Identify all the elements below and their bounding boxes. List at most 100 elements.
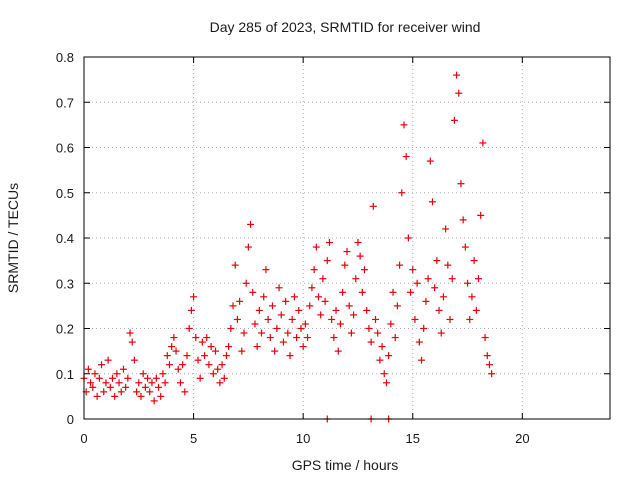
y-tick-label: 0.8 [56, 50, 74, 65]
data-point [198, 338, 206, 346]
data-point [374, 329, 382, 337]
data-point [148, 379, 156, 387]
axis-ticks: 0 0.1 0.2 0.3 0.4 0.5 0.6 0.7 0.8 0 5 10 15 20 [56, 50, 610, 446]
data-point [442, 225, 450, 233]
data-point [113, 370, 121, 378]
data-point [275, 284, 283, 292]
data-point [378, 343, 386, 351]
data-point [231, 261, 239, 269]
data-point [426, 157, 434, 165]
data-point [187, 306, 195, 314]
data-point [128, 338, 136, 346]
data-point [185, 325, 193, 332]
data-point [356, 252, 364, 260]
data-point [485, 361, 493, 369]
data-point [190, 293, 198, 301]
data-point [181, 388, 189, 396]
data-point [369, 202, 377, 210]
data-point [325, 239, 333, 247]
data-point [240, 329, 248, 337]
data-point [238, 347, 246, 355]
data-point [488, 370, 496, 378]
data-point [159, 370, 167, 378]
data-point [308, 284, 316, 292]
data-point [170, 334, 178, 342]
data-point [411, 315, 419, 323]
data-point [161, 379, 169, 387]
data-point [304, 334, 312, 342]
data-point [225, 343, 233, 351]
data-point [172, 347, 180, 355]
data-point [282, 297, 290, 305]
data-point [286, 352, 294, 360]
data-point [122, 383, 130, 391]
data-point [382, 379, 390, 387]
data-point [323, 257, 331, 265]
data-point [350, 311, 358, 319]
data-point [396, 261, 404, 269]
data-point [293, 334, 301, 342]
data-point [229, 302, 237, 310]
x-tick-label: 10 [296, 431, 310, 446]
data-point [404, 234, 412, 242]
data-point [98, 361, 106, 369]
data-point [299, 343, 307, 351]
data-point [361, 266, 369, 274]
data-point [420, 325, 428, 332]
data-point [139, 370, 147, 378]
data-point [433, 257, 441, 265]
data-point [479, 139, 487, 147]
data-point [194, 356, 202, 364]
data-point [233, 315, 241, 323]
grid-lines [83, 56, 610, 420]
y-tick-label: 0.1 [56, 367, 74, 382]
data-point [93, 392, 101, 400]
data-point [209, 370, 217, 378]
data-point [155, 383, 163, 391]
data-point [448, 275, 456, 283]
data-point [115, 379, 123, 387]
data-point [236, 297, 244, 305]
data-point [216, 379, 224, 387]
data-point [345, 302, 353, 310]
data-point [214, 365, 222, 373]
data-point [301, 320, 309, 328]
data-point [183, 352, 191, 360]
data-point [176, 379, 184, 387]
data-point [400, 121, 408, 129]
data-point [150, 397, 158, 405]
data-point [266, 334, 274, 342]
data-point [385, 352, 393, 360]
data-point [157, 392, 165, 400]
data-point [192, 334, 200, 342]
data-point [343, 248, 351, 256]
data-point [332, 306, 340, 314]
data-point [415, 338, 423, 346]
data-point [461, 243, 469, 251]
data-point [247, 220, 255, 228]
data-point [146, 388, 154, 396]
data-point [130, 356, 138, 364]
data-point [398, 189, 406, 197]
data-point [367, 338, 375, 346]
data-point [124, 374, 132, 382]
data-point [466, 315, 474, 323]
data-point [468, 293, 476, 301]
data-point [201, 352, 209, 360]
data-point [336, 320, 344, 328]
data-point [84, 365, 92, 373]
x-tick-label: 20 [515, 431, 529, 446]
data-point [255, 306, 263, 314]
data-point [339, 288, 347, 296]
data-point [328, 315, 336, 323]
data-point [319, 275, 327, 283]
data-point [165, 361, 173, 369]
data-point [297, 325, 305, 332]
data-point [306, 302, 314, 310]
data-point [144, 374, 152, 382]
data-point [133, 388, 141, 396]
data-point [212, 347, 219, 355]
data-point [424, 275, 432, 283]
data-point [91, 370, 99, 378]
